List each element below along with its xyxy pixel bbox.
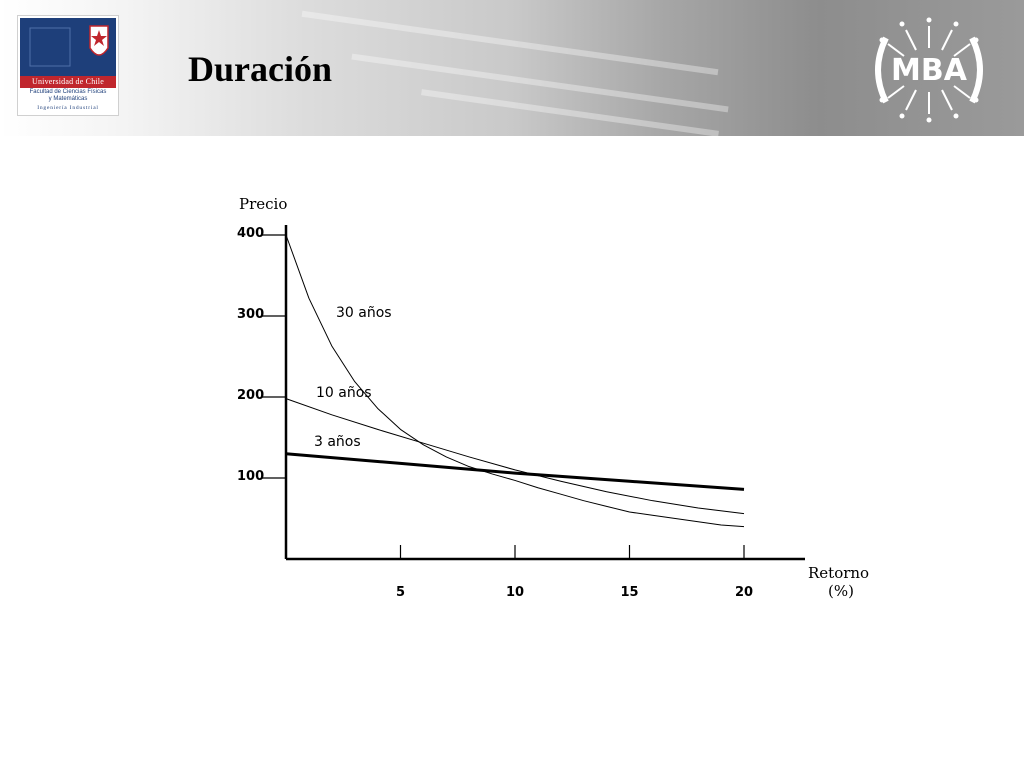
series-line-1 xyxy=(285,398,745,515)
y-tick-label-100: 100 xyxy=(237,469,264,484)
mba-logo: MBA xyxy=(875,17,983,123)
university-logo: Universidad de Chile Facultad de Ciencia… xyxy=(17,15,119,116)
series-line-2 xyxy=(285,452,745,491)
department-name: Ingeniería Industrial xyxy=(37,105,99,111)
series-label-1: 10 años xyxy=(316,385,372,401)
x-tick-label-5: 5 xyxy=(396,585,405,600)
y-axis-title: Precio xyxy=(239,195,287,213)
y-tick-label-400: 400 xyxy=(237,226,264,241)
chart-series xyxy=(285,234,745,528)
faculty-name: Facultad de Ciencias Físicas y Matemátic… xyxy=(29,89,107,102)
x-tick-label-10: 10 xyxy=(506,585,524,600)
university-emblem xyxy=(20,18,116,76)
page-title: Duración xyxy=(188,49,332,89)
y-tick-label-200: 200 xyxy=(237,388,264,403)
mba-text: MBA xyxy=(891,53,968,88)
x-axis-title: Retorno xyxy=(808,564,869,582)
chart-labels: 30 años 10 años 3 años xyxy=(314,305,392,450)
x-tick-label-20: 20 xyxy=(735,585,753,600)
series-line-0 xyxy=(285,234,745,528)
header-banner: Universidad de Chile Facultad de Ciencia… xyxy=(0,0,1024,136)
x-axis-unit: (%) xyxy=(828,582,854,600)
university-name: Universidad de Chile xyxy=(20,76,116,88)
y-tick-label-300: 300 xyxy=(237,307,264,322)
series-label-2: 3 años xyxy=(314,434,361,450)
chart-axes: 5 10 15 20 100 200 300 400 Precio Retorno(%) xyxy=(237,195,869,600)
x-tick-label-15: 15 xyxy=(620,585,638,600)
series-label-0: 30 años xyxy=(336,305,392,321)
price-yield-chart: 5 10 15 20 100 200 300 400 Precio Retorno(%) 30 a… xyxy=(237,195,869,600)
